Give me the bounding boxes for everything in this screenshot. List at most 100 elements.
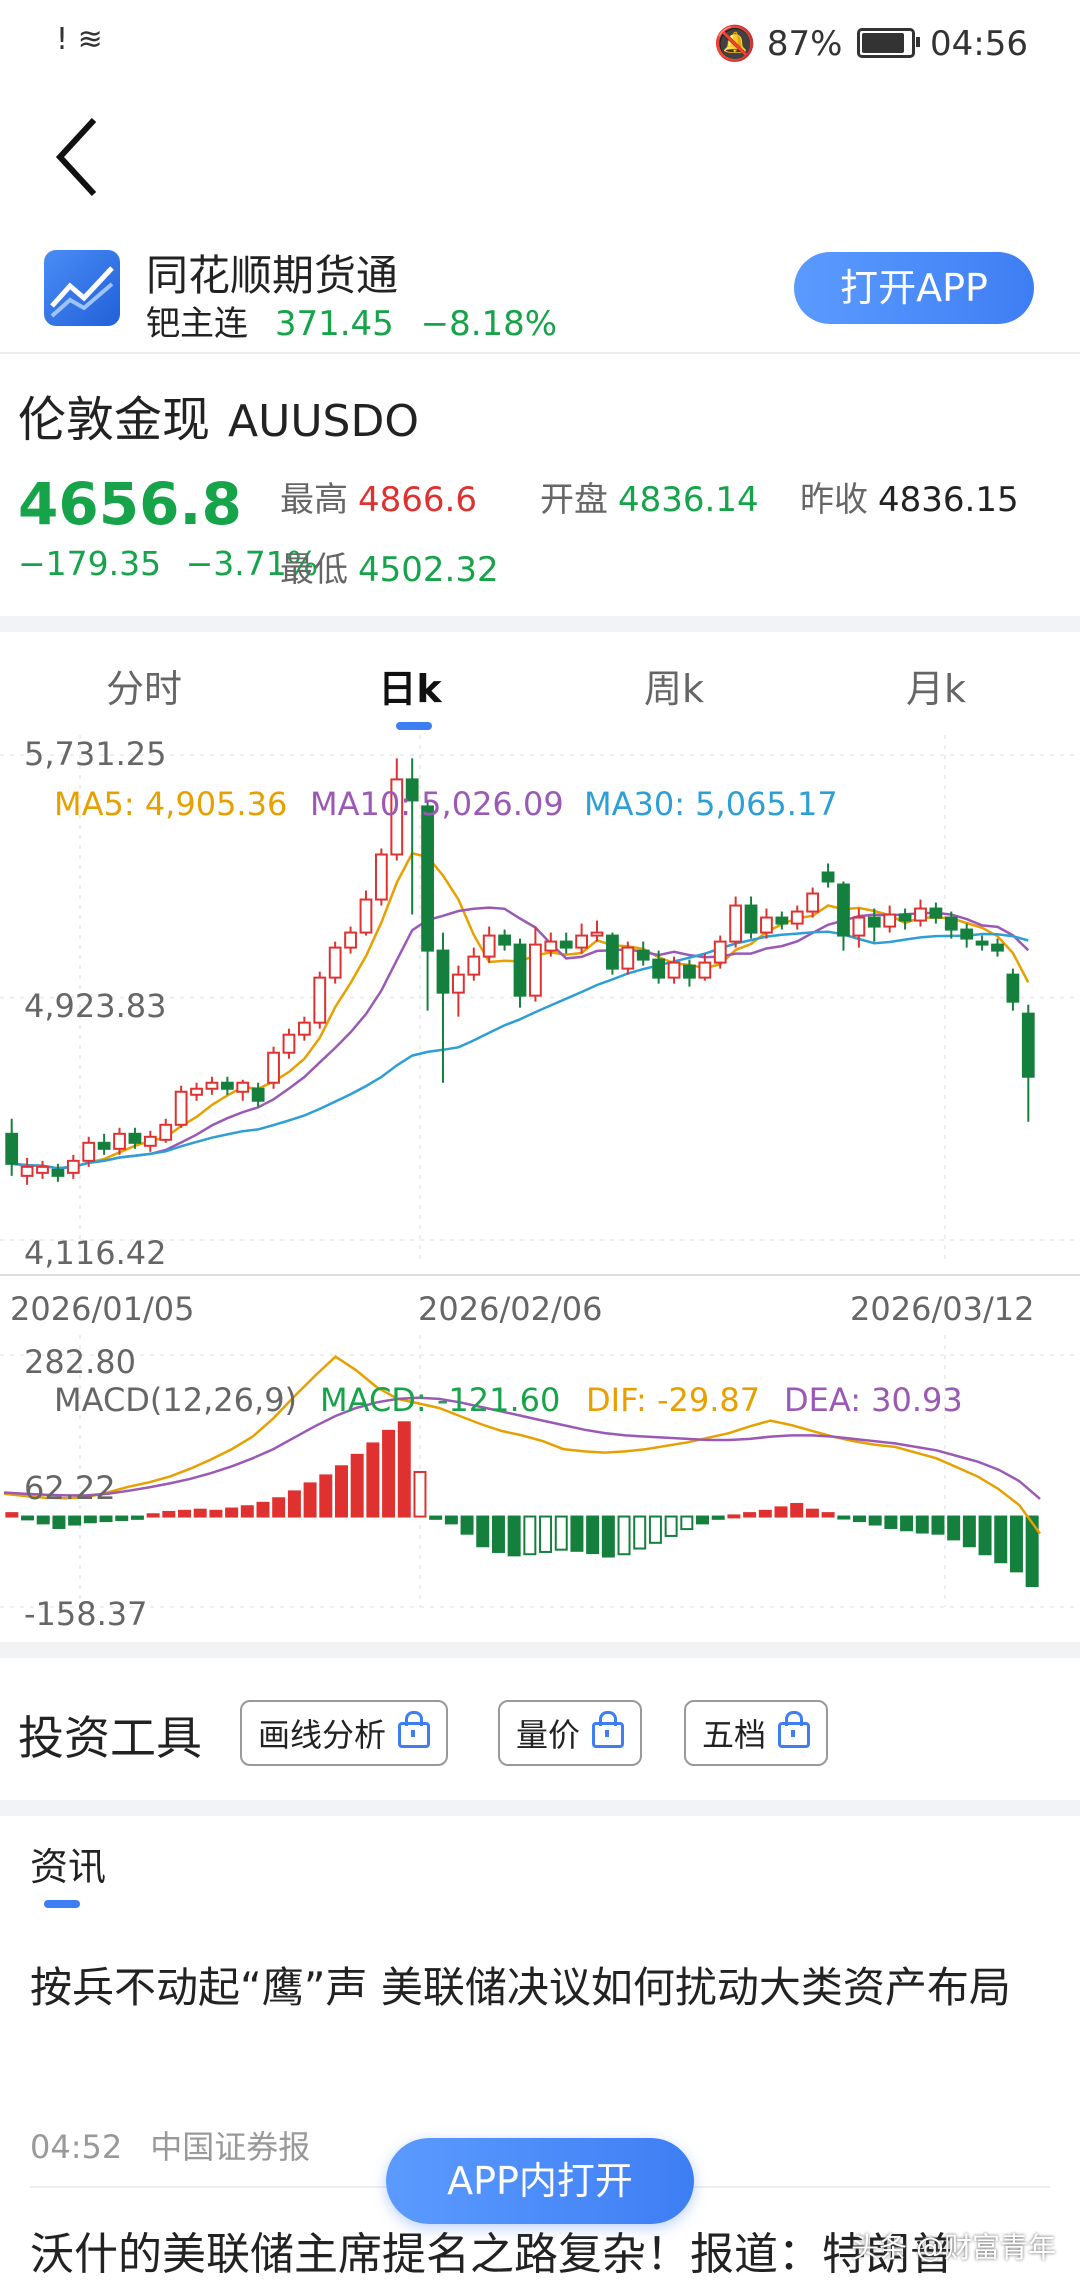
dif-line (3, 1355, 1042, 1535)
macd-bar (256, 1501, 270, 1518)
macd-bar (334, 1465, 348, 1518)
candle (636, 949, 650, 961)
candle (1021, 1012, 1035, 1078)
macd-bar (146, 1513, 160, 1518)
legend-dif: DIF: -29.87 (586, 1381, 760, 1419)
news-tab-indicator (44, 1900, 80, 1908)
tab-monthly[interactable]: 月k (905, 667, 966, 711)
open-in-app-button[interactable]: APP内打开 (386, 2138, 694, 2224)
macd-bar (303, 1482, 317, 1518)
candle (82, 1141, 96, 1162)
x-tick-label: 2026/03/12 (850, 1290, 1034, 1328)
news-headline[interactable]: 按兵不动起“鹰”声 美联储决议如何扰动大类资产布局 (30, 1963, 1011, 2012)
five-level-button[interactable]: 五档 (684, 1700, 829, 1766)
macd-bar (1009, 1515, 1023, 1573)
x-tick-label: 2026/01/05 (10, 1290, 194, 1328)
candle (975, 940, 989, 946)
candle (5, 1132, 19, 1165)
candle (806, 892, 820, 913)
macd-bar (507, 1515, 521, 1557)
draw-analysis-button[interactable]: 画线分析 (240, 1700, 449, 1766)
signal-icons: ! ≋ (56, 22, 103, 57)
candle (606, 934, 619, 970)
tab-intraday[interactable]: 分时 (105, 667, 182, 711)
lock-icon (398, 1711, 431, 1748)
promo-name: 钯主连 (146, 304, 248, 344)
candle (174, 1090, 188, 1126)
macd-bar (617, 1515, 631, 1556)
candle (143, 1135, 157, 1147)
status-right: 🔕 87% 04:56 (714, 24, 1028, 64)
y-tick-label: 282.80 (24, 1343, 136, 1381)
candle (297, 1021, 311, 1036)
macd-bar (99, 1515, 113, 1523)
stat-prev-close: 昨收 4836.15 (800, 480, 1019, 520)
macd-bar (382, 1429, 396, 1518)
candle (713, 940, 727, 964)
candle (775, 916, 789, 925)
news-meta: 04:52 中国证券报 (30, 2122, 310, 2168)
macd-bar (868, 1515, 882, 1526)
tab-indicator (396, 722, 432, 730)
macd-bar (539, 1515, 553, 1553)
macd-bar (36, 1515, 50, 1525)
candle (421, 805, 434, 952)
candle (313, 976, 327, 1024)
macd-bar (287, 1490, 301, 1518)
candle (667, 961, 681, 979)
candle (960, 928, 974, 940)
candle (220, 1081, 234, 1090)
battery-icon (857, 28, 921, 58)
news-time: 04:52 (30, 2128, 123, 2166)
news-tab[interactable]: 资讯 (30, 1845, 107, 1889)
candle (852, 916, 866, 937)
open-app-button[interactable]: 打开APP (794, 252, 1034, 324)
macd-bar (491, 1515, 505, 1553)
y-tick-label: 62.22 (24, 1469, 116, 1507)
news-headline[interactable]: 沃什的美联储主席提名之路复杂！报道：特朗普 (30, 2229, 954, 2280)
legend-ma30: MA30: 5,065.17 (584, 785, 838, 823)
legend-macd-params: MACD(12,26,9) (54, 1381, 297, 1419)
candle (113, 1132, 126, 1150)
macd-bar (648, 1515, 662, 1544)
y-tick-label: 4,923.83 (24, 987, 167, 1025)
candle (482, 934, 496, 958)
news-source: 中国证券报 (150, 2128, 311, 2166)
tab-daily[interactable]: 日k (310, 658, 510, 730)
candle (513, 943, 527, 997)
macd-bar (350, 1453, 364, 1518)
candle (128, 1132, 142, 1144)
macd-bar (21, 1515, 35, 1521)
change-value: −179.35 (18, 544, 162, 583)
macd-bar (696, 1515, 710, 1525)
candle (328, 946, 342, 979)
tab-weekly[interactable]: 周k (643, 667, 704, 711)
macd-bar (774, 1506, 788, 1518)
macd-bar (460, 1515, 474, 1535)
candle (282, 1033, 296, 1054)
candle (652, 958, 666, 979)
macd-bar (978, 1515, 992, 1556)
macd-bar (130, 1515, 144, 1520)
macd-bar (68, 1515, 82, 1526)
macd-bar (193, 1508, 207, 1518)
candle (991, 943, 1004, 952)
macd-bar (711, 1515, 725, 1520)
candle (760, 916, 773, 934)
candle (944, 916, 958, 931)
macd-bar (915, 1515, 929, 1534)
candle (575, 934, 589, 949)
volume-price-button[interactable]: 量价 (498, 1700, 643, 1766)
mute-icon: 🔕 (713, 24, 756, 64)
macd-bar (444, 1515, 458, 1525)
candlestick-chart[interactable]: 5,731.25 4,923.83 4,116.42 MA5: 4,905.36… (0, 735, 1080, 1335)
candle (790, 910, 804, 925)
back-arrow-icon[interactable] (50, 112, 110, 202)
candle (590, 931, 604, 937)
candle (20, 1165, 34, 1177)
candle (236, 1081, 250, 1093)
macd-bar (947, 1515, 961, 1541)
candle (344, 931, 357, 949)
instrument-code: AUUSDO (228, 396, 419, 447)
macd-chart[interactable]: 282.80 62.22 -158.37 MACD(12,26,9) MACD:… (0, 1335, 1080, 1635)
